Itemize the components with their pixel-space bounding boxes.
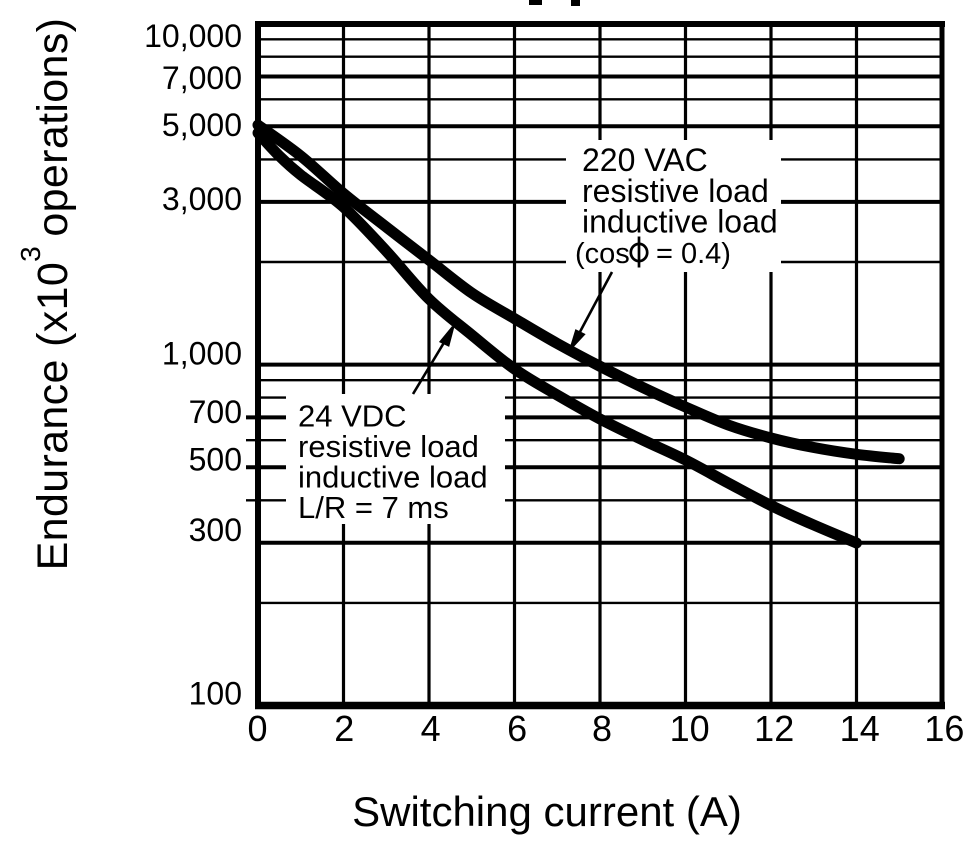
svg-text:inductive load: inductive load: [582, 204, 778, 240]
svg-text:700: 700: [189, 394, 242, 430]
svg-text:resistive load: resistive load: [298, 429, 479, 464]
svg-text:500: 500: [189, 442, 242, 478]
svg-text:4: 4: [421, 708, 441, 749]
svg-text:1,000: 1,000: [162, 336, 242, 372]
svg-text:10,000: 10,000: [144, 18, 242, 54]
svg-text:= 0.4): = 0.4): [656, 238, 731, 270]
svg-text:3,000: 3,000: [162, 181, 242, 217]
svg-text:12: 12: [754, 708, 794, 749]
svg-text:Switching current (A): Switching current (A): [352, 788, 742, 835]
svg-text:2: 2: [334, 708, 354, 749]
svg-text:16: 16: [924, 708, 964, 749]
svg-text:(cos: (cos: [575, 238, 630, 270]
svg-text:300: 300: [189, 512, 242, 548]
svg-text:Endurance (x103 operations): Endurance (x103 operations): [15, 18, 77, 571]
svg-text:7,000: 7,000: [162, 60, 242, 96]
svg-text:L/R = 7 ms: L/R = 7 ms: [298, 490, 449, 525]
svg-text:resistive load: resistive load: [582, 173, 769, 209]
svg-text:10: 10: [670, 708, 710, 749]
svg-text:14: 14: [840, 708, 880, 749]
svg-text:220 VAC: 220 VAC: [582, 142, 708, 178]
svg-text:8: 8: [592, 708, 612, 749]
svg-text:6: 6: [507, 708, 527, 749]
svg-text:24 VDC: 24 VDC: [298, 399, 407, 434]
svg-text:inductive load: inductive load: [298, 460, 488, 495]
svg-text:0: 0: [247, 708, 267, 749]
svg-text:5,000: 5,000: [162, 107, 242, 143]
svg-text:100: 100: [189, 676, 242, 712]
